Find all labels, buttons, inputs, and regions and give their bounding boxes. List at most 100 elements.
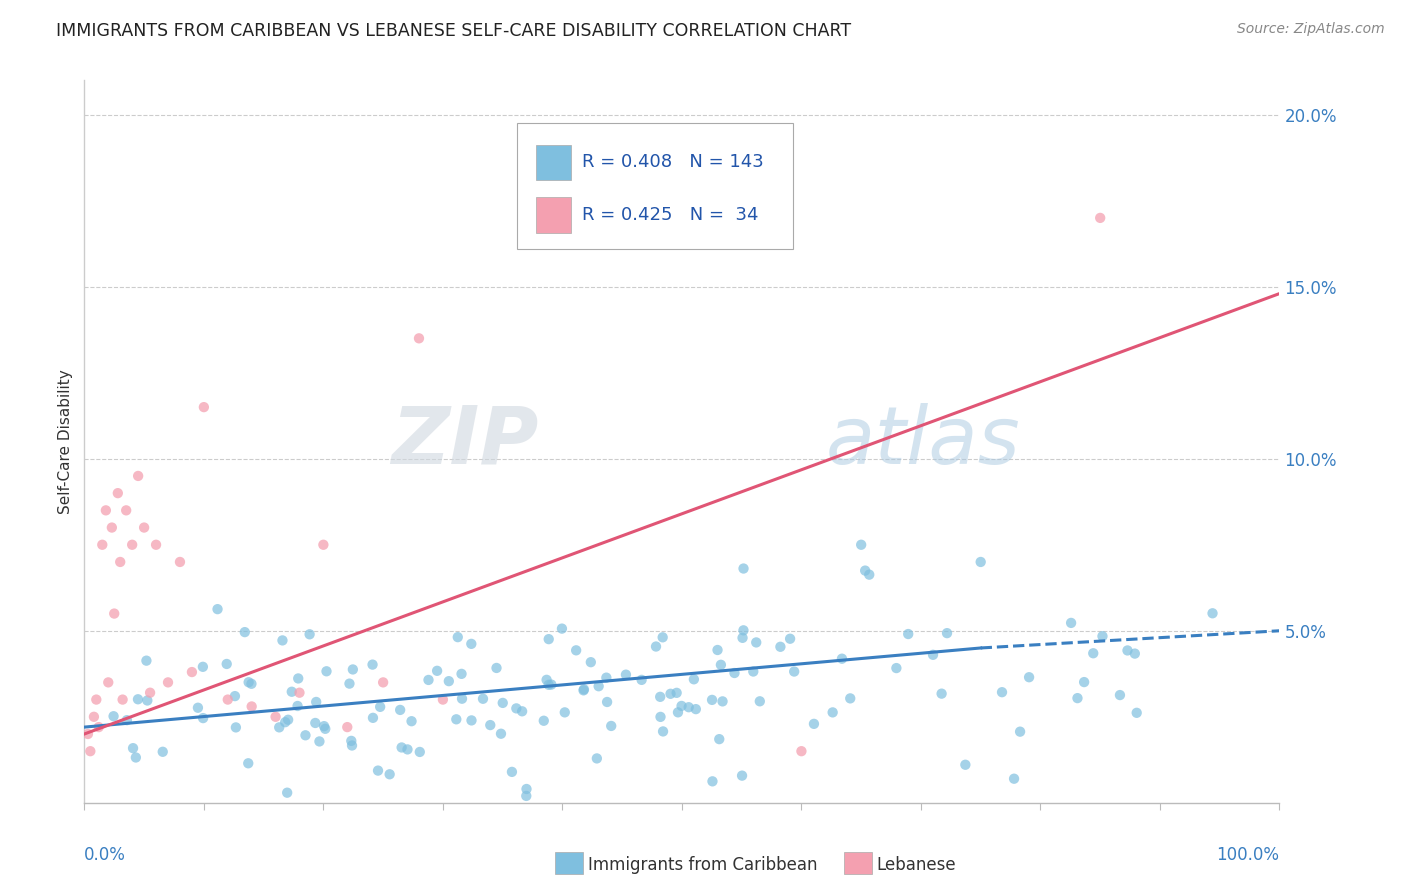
Point [136, 693, 159, 707]
Point [401, 714, 423, 729]
Point [87, 720, 110, 734]
Point [437, 674, 460, 689]
Point [731, 631, 754, 645]
Point [271, 633, 294, 648]
Point [733, 624, 755, 638]
Point [79, 744, 101, 758]
Point [685, 702, 707, 716]
Point [287, 672, 309, 686]
Point [565, 643, 588, 657]
Text: R = 0.425   N =  34: R = 0.425 N = 34 [582, 206, 759, 224]
Point [121, 538, 143, 552]
Point [152, 745, 174, 759]
Point [748, 694, 770, 708]
Point [489, 727, 512, 741]
Point [651, 630, 673, 644]
Point [1083, 646, 1105, 660]
Point [215, 657, 238, 671]
Point [122, 741, 145, 756]
Point [1090, 211, 1112, 225]
Point [305, 695, 328, 709]
Point [314, 722, 336, 736]
Text: Lebanese: Lebanese [876, 856, 956, 874]
Point [991, 685, 1014, 699]
Point [536, 673, 558, 687]
Point [586, 751, 609, 765]
Point [238, 756, 260, 771]
Point [533, 714, 555, 728]
Point [132, 520, 156, 534]
Text: R = 0.408   N = 143: R = 0.408 N = 143 [582, 153, 763, 171]
Text: Source: ZipAtlas.com: Source: ZipAtlas.com [1237, 22, 1385, 37]
Point [269, 720, 291, 734]
Point [127, 692, 149, 706]
Point [91, 538, 114, 552]
Point [897, 627, 920, 641]
Point [936, 626, 959, 640]
Point [572, 683, 595, 698]
Point [501, 764, 523, 779]
Point [630, 673, 652, 687]
Point [1116, 643, 1139, 657]
Point [111, 692, 134, 706]
Point [181, 665, 204, 679]
Point [240, 699, 263, 714]
Point [595, 671, 617, 685]
Point [659, 687, 682, 701]
Point [367, 764, 389, 778]
Point [1091, 629, 1114, 643]
Point [396, 742, 419, 756]
Point [264, 710, 287, 724]
Point [922, 648, 945, 662]
Y-axis label: Self-Care Disability: Self-Care Disability [58, 369, 73, 514]
Point [145, 538, 167, 552]
Point [790, 744, 813, 758]
Point [97, 675, 120, 690]
Point [77, 727, 100, 741]
Point [340, 739, 363, 753]
Point [115, 503, 138, 517]
Point [240, 677, 263, 691]
Point [217, 692, 239, 706]
Point [294, 728, 316, 742]
Point [336, 720, 359, 734]
Point [485, 661, 508, 675]
Point [125, 750, 148, 764]
Point [970, 555, 993, 569]
Point [709, 732, 731, 747]
Point [650, 690, 672, 704]
Point [723, 665, 745, 680]
Point [853, 564, 876, 578]
Point [665, 686, 688, 700]
Point [1018, 670, 1040, 684]
Point [650, 710, 672, 724]
Point [451, 691, 474, 706]
Point [742, 665, 765, 679]
Point [304, 716, 326, 731]
Point [1060, 615, 1083, 630]
Point [368, 699, 391, 714]
Point [426, 664, 449, 678]
Point [127, 469, 149, 483]
Point [86, 692, 108, 706]
Point [418, 673, 440, 687]
Point [83, 710, 105, 724]
Point [110, 555, 132, 569]
Point [588, 679, 610, 693]
Point [1073, 675, 1095, 690]
Point [645, 640, 668, 654]
Point [614, 667, 637, 681]
Point [169, 555, 191, 569]
Point [94, 503, 117, 517]
Point [515, 789, 537, 803]
Point [312, 719, 335, 733]
Point [710, 657, 733, 672]
Point [600, 719, 623, 733]
Point [340, 734, 363, 748]
Text: ZIP: ZIP [391, 402, 538, 481]
Point [510, 704, 533, 718]
Point [711, 694, 734, 708]
Point [139, 686, 162, 700]
Point [373, 675, 395, 690]
Point [191, 660, 214, 674]
